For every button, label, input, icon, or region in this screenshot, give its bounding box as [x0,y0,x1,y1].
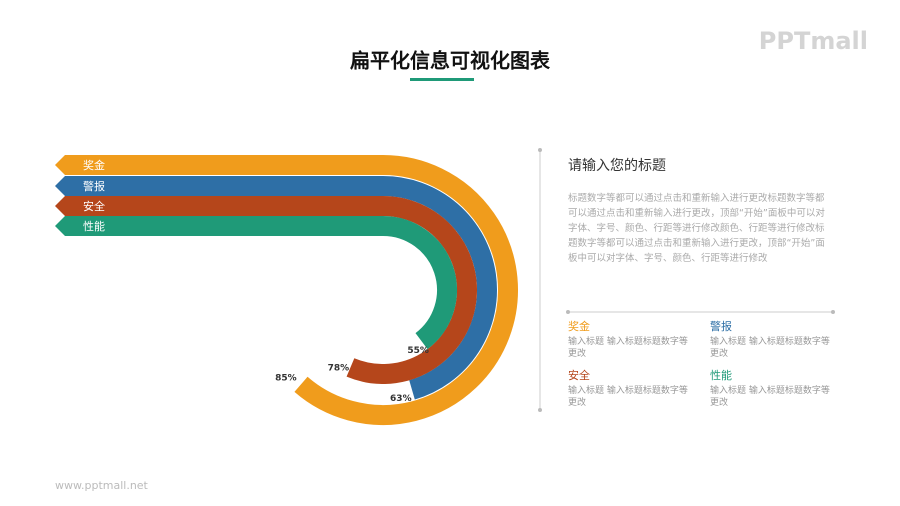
panel-title: 请输入您的标题 [568,157,666,174]
value-label: 55% [407,346,429,356]
legend-item: 性能输入标题 输入标题标题数字等更改 [710,370,835,409]
value-label: 85% [275,373,297,383]
radial-bar [65,155,518,425]
title-underline [410,78,474,81]
chart: 奖金 85% 警报 63% 安全 78% 性能 55% [55,155,518,425]
legend-item: 警报输入标题 输入标题标题数字等更改 [710,321,835,360]
legend-title: 奖金 [568,320,590,333]
logo: PPTmall [759,27,868,55]
legend-title: 警报 [710,320,732,333]
value-label: 63% [390,394,412,404]
arrow-head [55,196,65,216]
legend-text: 输入标题 输入标题标题数字等更改 [710,337,830,359]
legend-text: 输入标题 输入标题标题数字等更改 [568,386,688,408]
arrow-head [55,216,65,236]
bar-label: 安全 [83,199,105,213]
bar-label: 奖金 [83,158,105,172]
radial-bar [65,176,497,400]
arrow-head [55,176,65,196]
dot [831,310,835,314]
radial-bar [65,196,477,384]
value-label: 78% [328,364,350,374]
legend-item: 安全输入标题 输入标题标题数字等更改 [568,370,693,409]
legend-title: 安全 [568,369,590,382]
dot [566,310,570,314]
dot [538,408,542,412]
legend-text: 输入标题 输入标题标题数字等更改 [710,386,830,408]
panel-body: 标题数字等都可以通过点击和重新输入进行更改标题数字等都可以通过点击和重新输入进行… [568,193,825,264]
title: 扁平化信息可视化图表 [350,49,551,73]
dot [538,148,542,152]
legend-item: 奖金输入标题 输入标题标题数字等更改 [568,321,693,360]
arrow-head [55,155,65,175]
legend-title: 性能 [710,369,732,382]
radial-bar [65,216,457,350]
footer: www.pptmall.net [55,479,149,492]
bar-label: 警报 [83,179,105,193]
bar-label: 性能 [83,219,105,233]
legend-text: 输入标题 输入标题标题数字等更改 [568,337,688,359]
